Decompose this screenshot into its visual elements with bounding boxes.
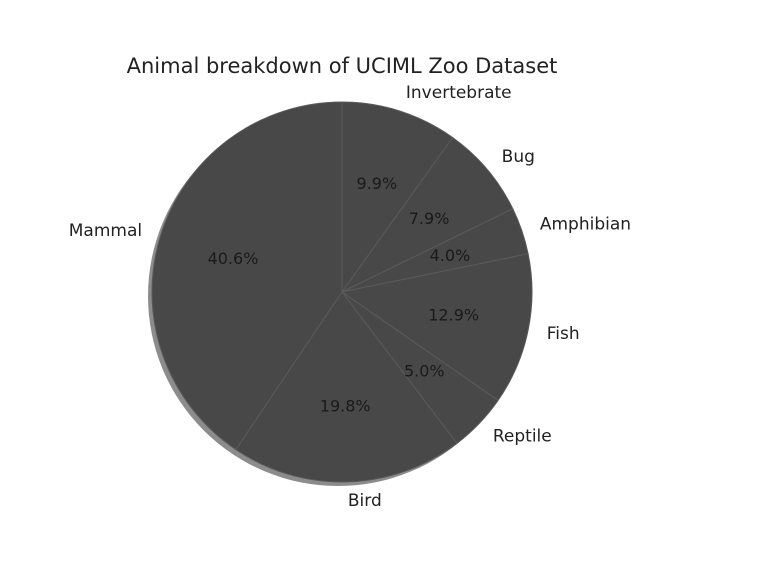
pie-slices — [151, 101, 533, 483]
pie-slice-bug — [341, 136, 514, 293]
pct-label-reptile: 5.0% — [404, 361, 445, 380]
pie-slice-fish — [340, 253, 533, 402]
pct-label-mammal: 40.6% — [208, 249, 259, 268]
slice-label-amphibian: Amphibian — [540, 215, 631, 235]
slice-label-fish: Fish — [547, 324, 580, 344]
pie-slice-mammal — [151, 101, 343, 451]
pct-label-invertebrate: 9.9% — [357, 174, 398, 193]
chart-title: Animal breakdown of UCIML Zoo Dataset — [127, 54, 558, 78]
pct-label-bug: 7.9% — [409, 209, 450, 228]
pct-label-fish: 12.9% — [428, 305, 479, 324]
slice-label-reptile: Reptile — [493, 427, 552, 447]
pie-labels: Invertebrate Bug Amphibian Fish Reptile Bird M… — [69, 83, 631, 511]
pct-label-bird: 19.8% — [320, 396, 371, 415]
slice-label-mammal: Mammal — [69, 221, 142, 241]
pie-percent-labels: 9.9% 7.9% 4.0% 12.9% 5.0% 19.8% 40.6% — [208, 174, 480, 415]
pie-slice-bird — [235, 291, 458, 483]
slice-label-invertebrate: Invertebrate — [406, 83, 512, 103]
pct-label-amphibian: 4.0% — [430, 246, 471, 265]
slice-label-bird: Bird — [348, 491, 382, 511]
pie-slice-invertebrate — [341, 101, 454, 294]
slice-label-bug: Bug — [502, 147, 535, 167]
